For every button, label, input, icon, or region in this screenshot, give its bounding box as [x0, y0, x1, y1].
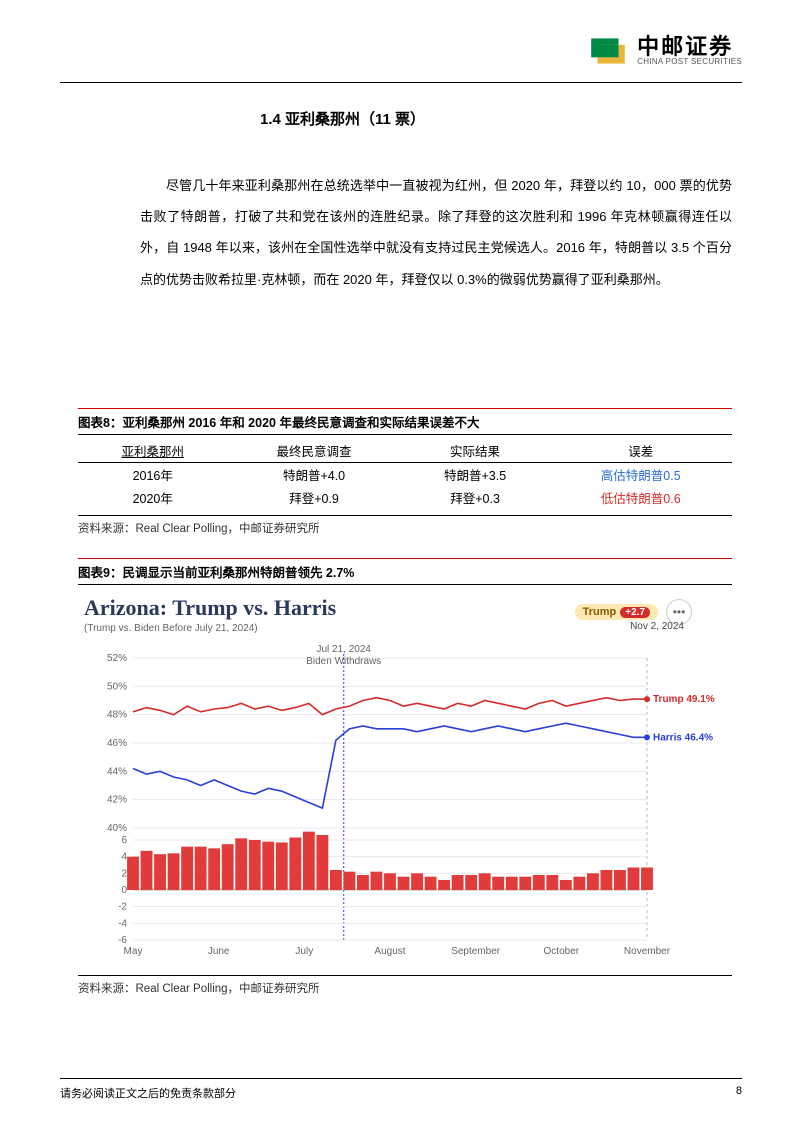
svg-text:October: October [544, 946, 580, 957]
figure-8-table: 亚利桑那州最终民意调查实际结果误差 2016年特朗普+4.0特朗普+3.5高估特… [78, 439, 732, 509]
badge-label: Trump [583, 606, 617, 618]
svg-text:July: July [295, 946, 313, 957]
svg-text:44%: 44% [107, 766, 127, 777]
badge-date: Nov 2, 2024 [630, 621, 684, 632]
svg-text:50%: 50% [107, 681, 127, 692]
table-row: 2020年拜登+0.9拜登+0.3低估特朗普0.6 [78, 486, 732, 509]
brand-logo-icon [587, 30, 629, 72]
brand-header: 中邮证券 CHINA POST SECURITIES [587, 30, 742, 72]
svg-text:4: 4 [121, 852, 127, 863]
figure-8-title: 图表8：亚利桑那州 2016 年和 2020 年最终民意调查和实际结果误差不大 [78, 408, 732, 435]
figure-8: 图表8：亚利桑那州 2016 年和 2020 年最终民意调查和实际结果误差不大 … [78, 408, 732, 536]
page-footer: 请务必阅读正文之后的免责条款部分 8 [60, 1078, 742, 1101]
page-number: 8 [736, 1085, 742, 1101]
svg-text:Biden Withdraws: Biden Withdraws [306, 656, 381, 667]
section-heading: 1.4 亚利桑那州（11 票） [260, 108, 425, 129]
svg-text:2: 2 [121, 868, 127, 879]
figure-9-title: 图表9：民调显示当前亚利桑那州特朗普领先 2.7% [78, 558, 732, 585]
svg-text:46%: 46% [107, 738, 127, 749]
svg-text:-4: -4 [118, 918, 127, 929]
svg-text:May: May [124, 946, 143, 957]
trump-lead-badge: Trump +2.7 [575, 604, 658, 620]
svg-text:June: June [208, 946, 230, 957]
brand-name-cn: 中邮证券 [637, 36, 742, 58]
svg-text:Jul 21, 2024: Jul 21, 2024 [316, 644, 371, 655]
svg-text:52%: 52% [107, 653, 127, 664]
badge-value: +2.7 [620, 607, 650, 618]
footer-disclaimer: 请务必阅读正文之后的免责条款部分 [60, 1085, 236, 1101]
figure-9: 图表9：民调显示当前亚利桑那州特朗普领先 2.7% Arizona: Trump… [78, 558, 732, 996]
table-header: 误差 [549, 439, 732, 463]
body-paragraph: 尽管几十年来亚利桑那州在总统选举中一直被视为红州，但 2020 年，拜登以约 1… [140, 170, 732, 295]
svg-text:Harris 46.4%: Harris 46.4% [653, 732, 713, 743]
table-row: 2016年特朗普+4.0特朗普+3.5高估特朗普0.5 [78, 463, 732, 487]
svg-text:48%: 48% [107, 710, 127, 721]
brand-name-en: CHINA POST SECURITIES [637, 58, 742, 66]
svg-text:6: 6 [121, 835, 127, 846]
table-header: 亚利桑那州 [78, 439, 227, 463]
svg-text:September: September [451, 946, 501, 957]
svg-text:0: 0 [121, 885, 127, 896]
svg-text:Trump 49.1%: Trump 49.1% [653, 694, 715, 705]
figure-9-chart: Arizona: Trump vs. Harris (Trump vs. Bid… [78, 585, 732, 975]
table-header: 最终民意调查 [227, 439, 400, 463]
figure-9-source: 资料来源：Real Clear Polling，中邮证券研究所 [78, 975, 732, 996]
table-header: 实际结果 [401, 439, 550, 463]
svg-text:-2: -2 [118, 902, 127, 913]
svg-text:40%: 40% [107, 823, 127, 834]
header-divider [60, 82, 742, 83]
svg-text:-6: -6 [118, 935, 127, 946]
chart-svg: 40% 42% 44% 46% 48% 50% 52% Jul 21, 2024Biden W… [84, 640, 726, 960]
svg-text:November: November [624, 946, 671, 957]
svg-text:42%: 42% [107, 795, 127, 806]
svg-text:August: August [374, 946, 405, 957]
figure-8-source: 资料来源：Real Clear Polling，中邮证券研究所 [78, 515, 732, 536]
